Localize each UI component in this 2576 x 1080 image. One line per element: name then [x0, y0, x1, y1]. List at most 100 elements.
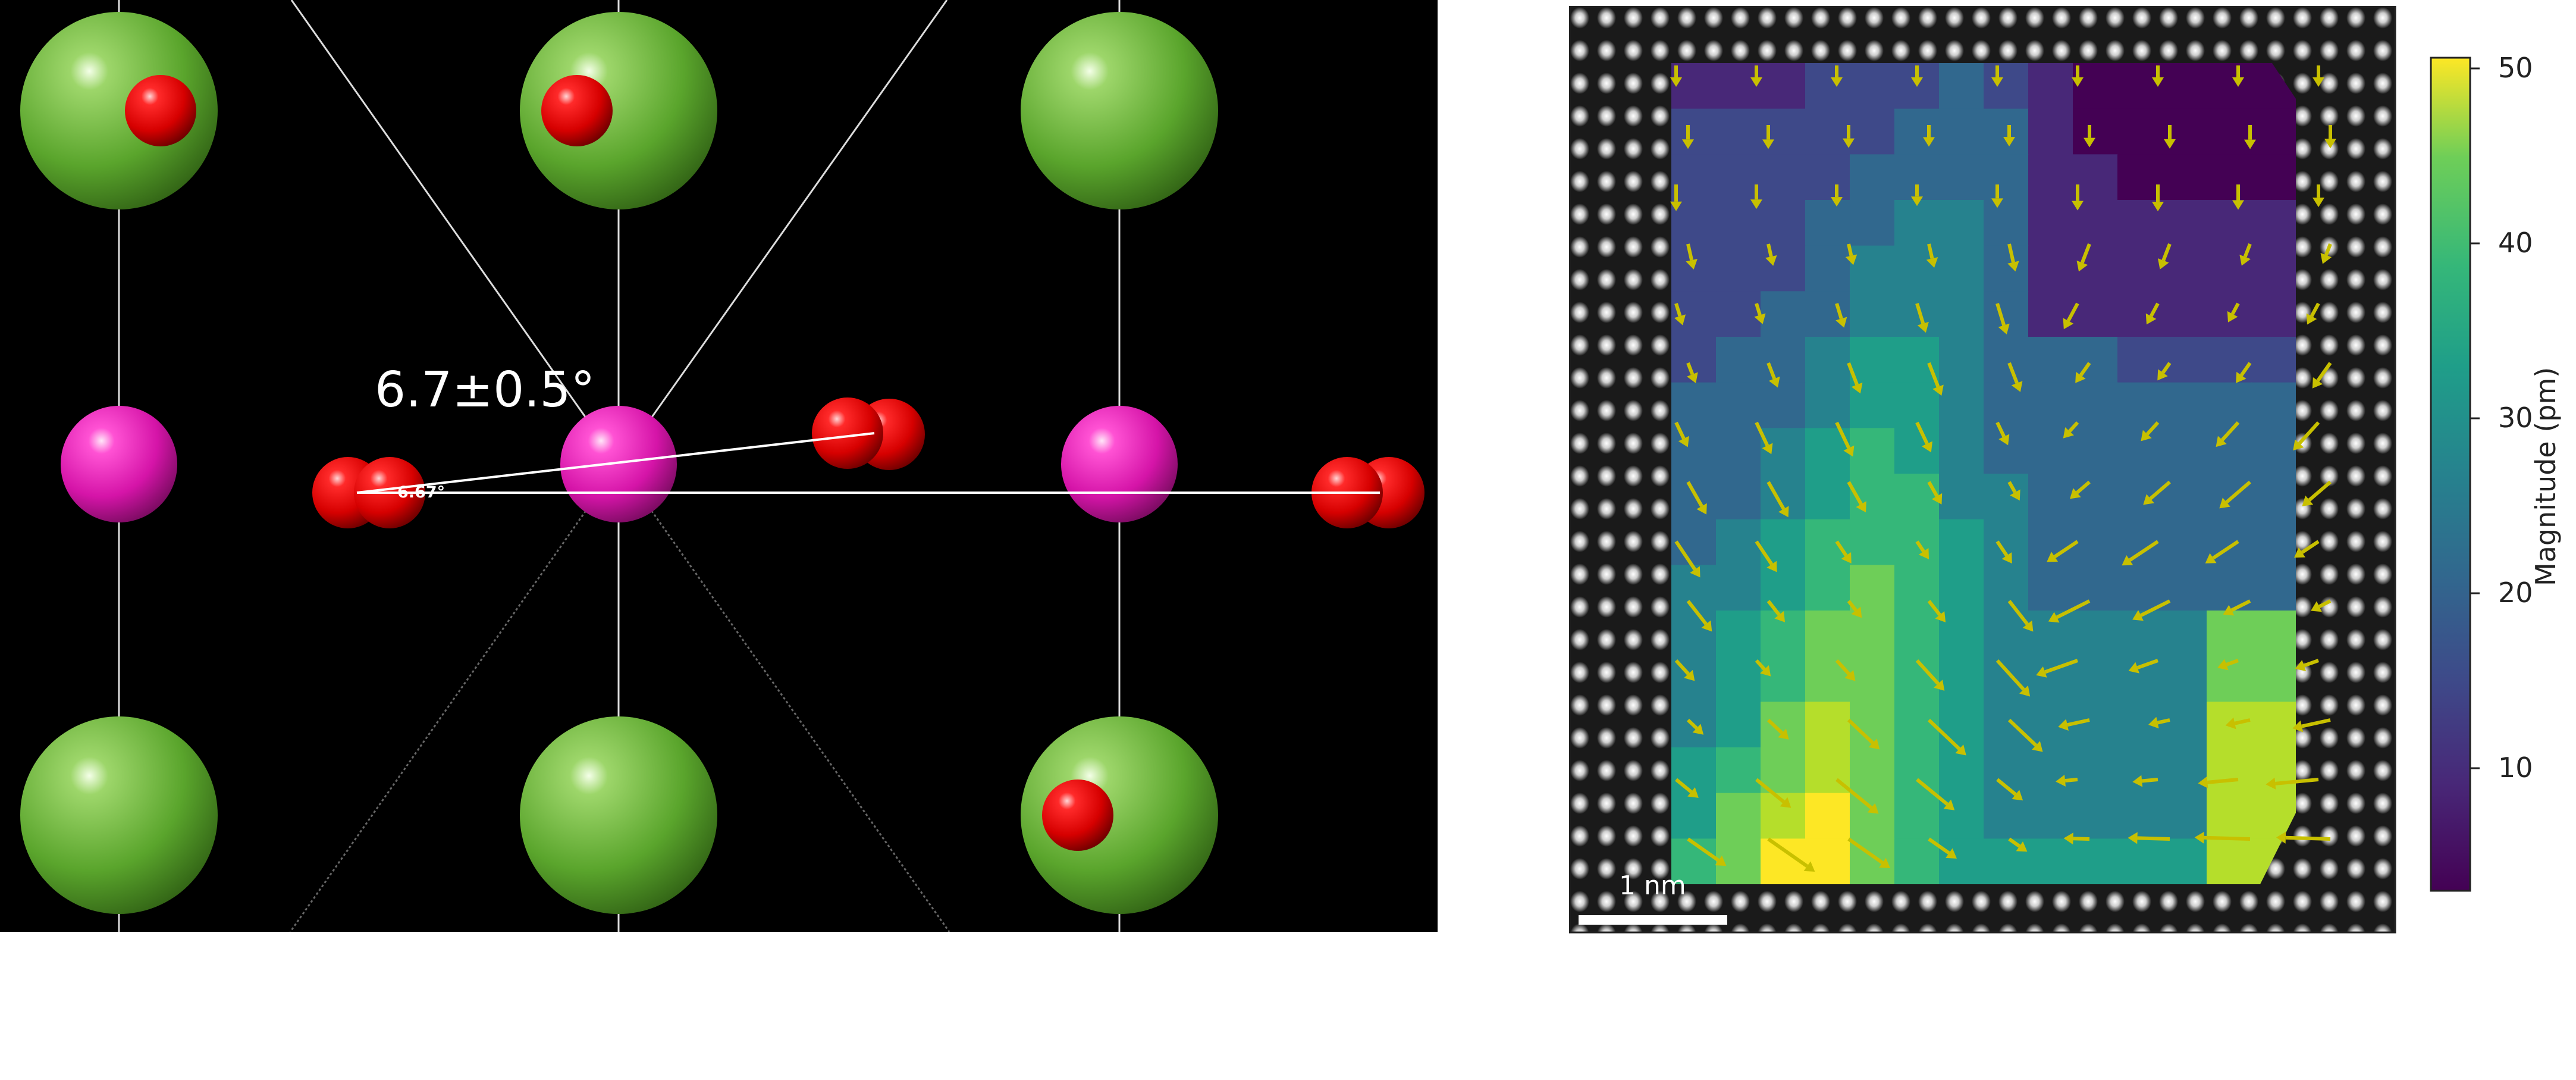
- displacement-arrow-head: [1991, 198, 2003, 208]
- displacement-arrow: [1927, 718, 1961, 750]
- atom-green: [20, 12, 218, 209]
- displacement-arrow-head: [2219, 497, 2230, 509]
- map-cell: [1671, 200, 1717, 246]
- atomic-column: [2373, 236, 2392, 258]
- map-cell: [1716, 611, 1761, 657]
- displacement-arrow-head: [1696, 503, 1707, 515]
- displacement-arrow-head: [2010, 489, 2020, 501]
- atomic-column: [2346, 433, 2365, 454]
- atomic-column: [1704, 7, 1723, 29]
- displacement-arrow: [2141, 778, 2158, 783]
- atomic-column: [1704, 924, 1723, 933]
- atomic-column: [2346, 596, 2365, 618]
- displacement-arrow: [2068, 421, 2079, 433]
- atomic-column: [2346, 334, 2365, 356]
- map-cell: [2251, 428, 2296, 474]
- atomic-column: [2320, 7, 2339, 29]
- atomic-column: [2346, 236, 2365, 258]
- atomic-column: [1651, 596, 1670, 618]
- atomic-column: [1838, 924, 1857, 933]
- atomic-column: [2239, 7, 2258, 29]
- displacement-arrow: [2007, 600, 2029, 625]
- green-atoms: [20, 12, 1218, 914]
- atomic-column: [1570, 367, 1589, 389]
- atomic-column: [1597, 433, 1616, 454]
- displacement-arrow-head: [1803, 861, 1815, 872]
- atomic-column: [2320, 73, 2339, 94]
- atomic-column: [2293, 334, 2312, 356]
- atomic-column: [1624, 171, 1643, 192]
- atomic-column: [1624, 334, 1643, 356]
- atomic-column: [2320, 40, 2339, 61]
- displacement-arrow: [2308, 480, 2332, 502]
- displacement-arrow: [1927, 481, 1939, 497]
- atomic-column: [1811, 7, 1830, 29]
- map-cell: [2073, 291, 2118, 337]
- displacement-arrow-head: [1841, 552, 1852, 564]
- map-cell: [2073, 154, 2118, 201]
- displacement-arrow-head: [2011, 381, 2023, 392]
- atomic-column: [1811, 891, 1830, 912]
- atomic-column: [1731, 40, 1750, 61]
- map-cell: [1850, 154, 1895, 201]
- atomic-column: [1651, 629, 1670, 650]
- displacement-arrow: [2007, 481, 2017, 493]
- map-cell: [1894, 200, 1940, 246]
- displacement-arrow-head: [2312, 377, 2323, 389]
- map-cell: [1939, 747, 1984, 794]
- displacement-arrow-head: [2022, 620, 2034, 632]
- atomic-column: [1597, 236, 1616, 258]
- map-cell: [2162, 200, 2207, 246]
- map-cell: [1939, 382, 1984, 429]
- atomic-column: [1597, 858, 1616, 879]
- displacement-arrow: [1927, 600, 1941, 616]
- map-cell: [1805, 63, 1850, 109]
- atomic-column: [2159, 924, 2178, 933]
- displacement-arrow: [1915, 303, 1925, 324]
- atom-red: [125, 75, 196, 146]
- map-cell: [1716, 382, 1761, 429]
- displacement-arrow-head: [1934, 680, 1945, 691]
- atomic-column: [2186, 891, 2205, 912]
- colorbar-label: Magnitude (pm): [2530, 367, 2562, 586]
- map-cell: [2162, 519, 2207, 566]
- map-cell: [2162, 747, 2207, 794]
- atomic-column: [1570, 760, 1589, 781]
- displacement-arrow-head: [1768, 376, 1780, 388]
- magnitude-map: [1671, 63, 2296, 884]
- atomic-column: [2213, 891, 2232, 912]
- atomic-column: [2293, 105, 2312, 127]
- displacement-arrow-head: [2313, 77, 2324, 87]
- atomic-column: [1838, 7, 1857, 29]
- displacement-arrow-head: [2047, 552, 2059, 562]
- displacement-arrow-head: [2003, 137, 2015, 147]
- map-cell: [1939, 793, 1984, 840]
- map-cell: [1850, 108, 1895, 155]
- map-cell: [1939, 245, 1984, 292]
- colorbar-tick: 20: [2498, 577, 2533, 609]
- map-cell: [1850, 565, 1895, 611]
- displacement-arrow: [2234, 718, 2251, 725]
- atomic-column: [1597, 727, 1616, 749]
- atomic-column: [2320, 400, 2339, 421]
- map-cell: [2117, 565, 2163, 611]
- map-cell: [1671, 108, 1717, 155]
- map-cell: [1850, 656, 1895, 703]
- displacement-arrow-head: [2036, 666, 2047, 678]
- atomic-column: [2373, 7, 2392, 29]
- displacement-arrow-head: [2164, 139, 2176, 149]
- map-cell: [1805, 108, 1850, 155]
- displacement-arrow-head: [2216, 436, 2227, 447]
- map-cell: [1984, 337, 2029, 383]
- displacement-arrow-head: [2012, 790, 2023, 801]
- atomic-column: [1570, 138, 1589, 159]
- displacement-arrow: [2324, 243, 2332, 256]
- atomic-column: [1758, 40, 1777, 61]
- atomic-column: [1624, 760, 1643, 781]
- displacement-arrow: [1755, 540, 1774, 565]
- atomic-column: [1731, 7, 1750, 29]
- atomic-column: [1570, 269, 1589, 290]
- displacement-arrow-head: [1918, 548, 1929, 559]
- map-cell: [1939, 838, 1984, 884]
- map-cell: [2028, 200, 2073, 246]
